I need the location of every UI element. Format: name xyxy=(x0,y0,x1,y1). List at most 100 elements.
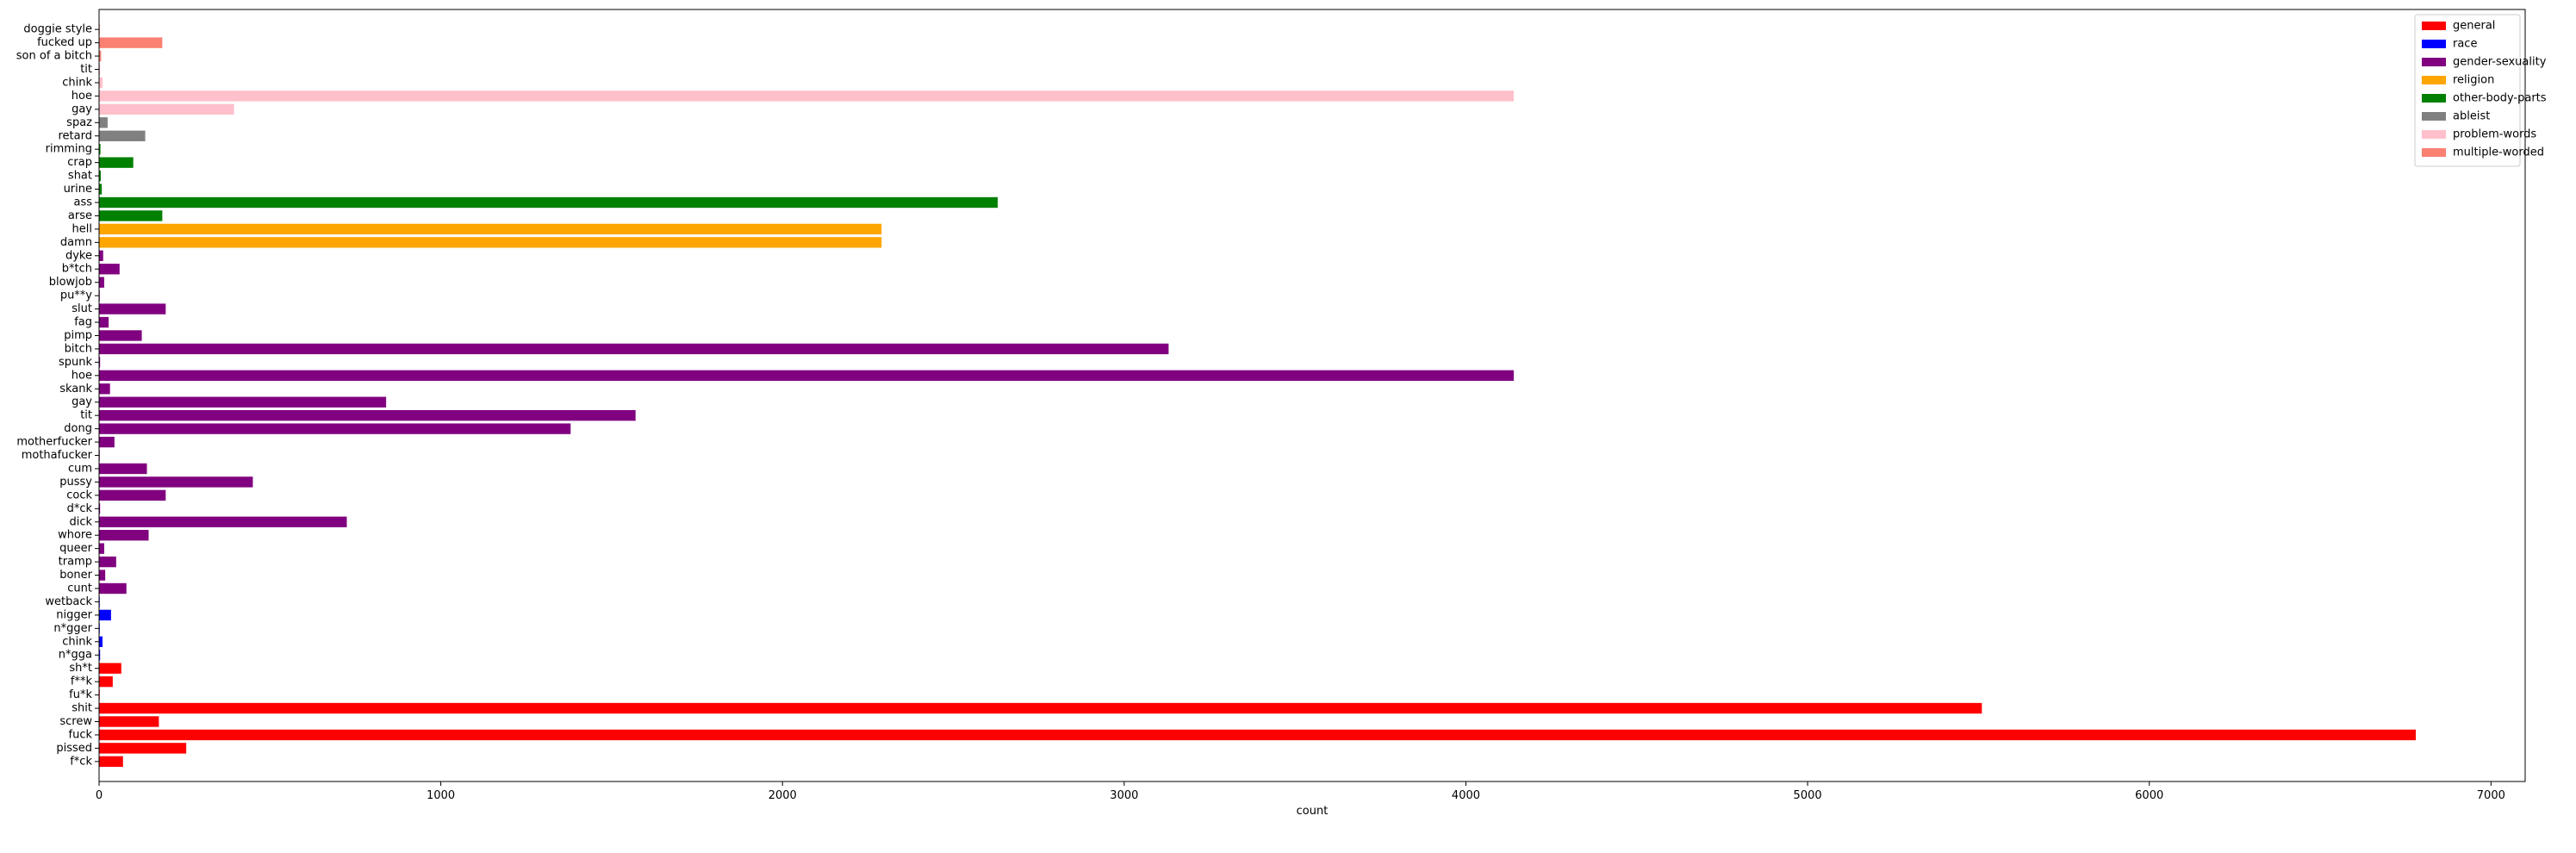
y-tick-label: fuck xyxy=(69,728,93,741)
y-tick-label: rimming xyxy=(46,143,92,156)
bar xyxy=(99,90,1515,102)
bar xyxy=(99,184,103,195)
x-tick-label: 7000 xyxy=(2477,789,2505,802)
y-tick-label: doggie style xyxy=(23,23,92,36)
y-tick-label: spunk xyxy=(59,356,93,369)
y-tick-label: hoe xyxy=(72,369,92,382)
bar xyxy=(99,396,387,408)
legend-swatch xyxy=(2422,148,2446,157)
bar xyxy=(99,543,104,554)
bars-layer xyxy=(99,23,2417,768)
y-tick-label: shit xyxy=(72,702,92,715)
bar xyxy=(99,556,116,568)
bar xyxy=(99,650,101,661)
bar xyxy=(99,729,2417,741)
bar xyxy=(99,409,636,421)
legend-swatch xyxy=(2422,40,2446,48)
x-tick-label: 3000 xyxy=(1110,789,1138,802)
y-tick-label: fu*k xyxy=(69,688,92,701)
y-tick-label: hell xyxy=(72,222,92,235)
legend-label: ableist xyxy=(2453,110,2490,123)
y-tick-label: tramp xyxy=(59,556,92,569)
y-tick-label: skank xyxy=(59,383,92,395)
bar xyxy=(99,370,1515,382)
legend-label: problem-words xyxy=(2453,128,2536,141)
bar xyxy=(99,103,234,115)
y-tick-label: gay xyxy=(72,395,92,408)
y-tick-label: wetback xyxy=(45,595,92,608)
y-tick-label: pussy xyxy=(59,476,92,489)
y-tick-label: pimp xyxy=(64,329,92,342)
x-tick-label: 2000 xyxy=(768,789,797,802)
y-tick-label: boner xyxy=(59,569,92,582)
x-tick-label: 1000 xyxy=(426,789,455,802)
y-tick-label: cock xyxy=(66,489,92,501)
y-tick-label: b*tch xyxy=(62,263,92,276)
bar xyxy=(99,570,106,581)
y-tick-label: urine xyxy=(64,183,92,196)
legend-swatch xyxy=(2422,130,2446,139)
bar xyxy=(99,117,108,128)
bar xyxy=(99,343,1169,355)
x-tick-label: 4000 xyxy=(1452,789,1480,802)
bar xyxy=(99,702,1982,714)
y-tick-label: fag xyxy=(74,316,92,329)
y-tick-label: arse xyxy=(68,209,92,222)
bar xyxy=(99,530,149,541)
bar xyxy=(99,130,146,141)
legend-swatch xyxy=(2422,76,2446,84)
legend-label: general xyxy=(2453,20,2495,33)
legend-swatch xyxy=(2422,22,2446,30)
y-tick-label: chink xyxy=(62,76,92,89)
y-tick-label: bitch xyxy=(65,342,92,355)
bar xyxy=(99,77,103,89)
y-tick-label: blowjob xyxy=(49,276,92,289)
bar xyxy=(99,210,163,221)
bar xyxy=(99,264,120,275)
y-tick-label: slut xyxy=(72,302,92,315)
y-tick-label: crap xyxy=(67,156,92,169)
y-tick-label: dyke xyxy=(65,249,92,262)
x-tick-label: 5000 xyxy=(1794,789,1822,802)
y-tick-label: spaz xyxy=(66,116,92,129)
bar xyxy=(99,237,882,248)
bar xyxy=(99,357,101,368)
bar xyxy=(99,37,163,48)
y-tick-label: queer xyxy=(59,542,92,555)
legend-swatch xyxy=(2422,112,2446,121)
y-tick-label: f*ck xyxy=(70,755,92,768)
y-tick-label: n*gger xyxy=(53,622,92,635)
legend-label: other-body-parts xyxy=(2453,92,2547,105)
bar xyxy=(99,170,101,182)
y-tick-label: f**k xyxy=(71,676,93,688)
y-tick-label: motherfucker xyxy=(16,436,92,449)
bar xyxy=(99,223,882,235)
bar xyxy=(99,676,113,688)
bar xyxy=(99,663,121,674)
y-tick-label: pissed xyxy=(56,742,92,755)
y-tick-label: shat xyxy=(68,170,92,183)
y-tick-label: retard xyxy=(59,129,93,142)
bar xyxy=(99,316,109,328)
bar xyxy=(99,609,111,621)
bar xyxy=(99,303,166,314)
bar xyxy=(99,250,103,261)
y-tick-labels: f*ckpissedfuckscrewshitfu*kf**ksh*tn*gga… xyxy=(16,23,99,768)
x-tick-labels: 0 1000 2000 3000 4000 5000 6000 7000 xyxy=(96,781,2505,802)
y-tick-label: d*ck xyxy=(67,502,93,515)
bar xyxy=(99,489,166,501)
y-tick-label: pu**y xyxy=(60,290,92,302)
bar xyxy=(99,476,253,488)
y-tick-label: tit xyxy=(80,409,92,422)
bar xyxy=(99,756,123,768)
x-tick-label: 6000 xyxy=(2135,789,2163,802)
bar xyxy=(99,463,147,475)
y-tick-label: cunt xyxy=(67,582,92,595)
bar xyxy=(99,144,101,155)
bar xyxy=(99,423,571,434)
legend-label: religion xyxy=(2453,74,2494,87)
bar xyxy=(99,64,101,75)
bar xyxy=(99,50,102,62)
bar xyxy=(99,582,127,595)
